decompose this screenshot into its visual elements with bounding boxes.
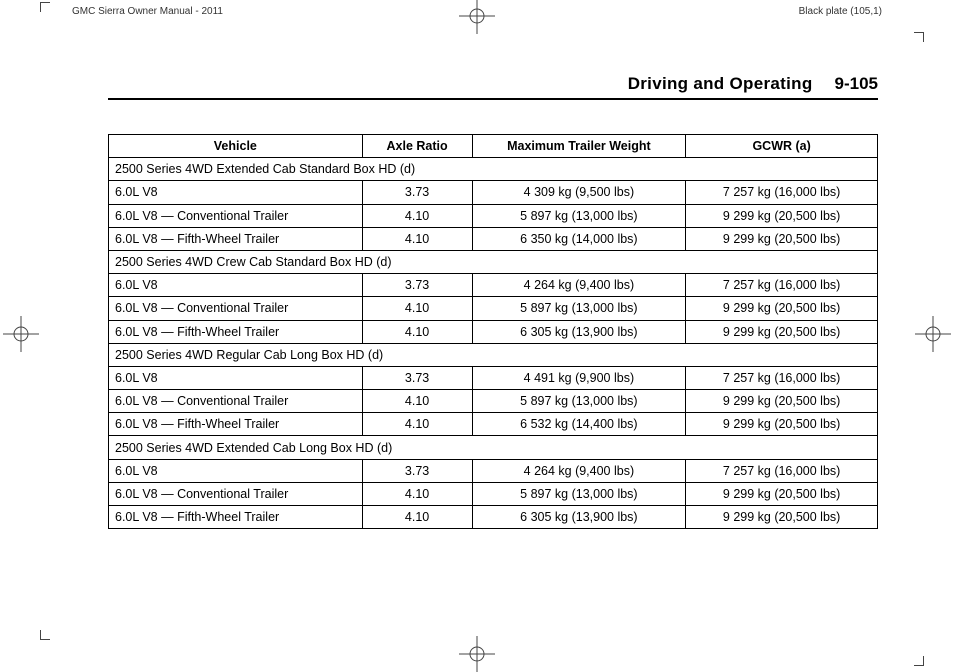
axle-ratio-cell: 3.73	[362, 181, 472, 204]
axle-ratio-cell: 4.10	[362, 506, 472, 529]
group-label: 2500 Series 4WD Extended Cab Long Box HD…	[109, 436, 878, 459]
gcwr-cell: 9 299 kg (20,500 lbs)	[686, 413, 878, 436]
axle-ratio-cell: 4.10	[362, 390, 472, 413]
gcwr-cell: 7 257 kg (16,000 lbs)	[686, 366, 878, 389]
print-header: GMC Sierra Owner Manual - 2011 Black pla…	[72, 6, 882, 17]
max-trailer-weight-cell: 6 305 kg (13,900 lbs)	[472, 320, 686, 343]
axle-ratio-cell: 3.73	[362, 459, 472, 482]
crop-mark-icon	[914, 656, 924, 666]
page-content: Driving and Operating 9-105 Vehicle Axle…	[108, 74, 878, 529]
table-group-row: 2500 Series 4WD Crew Cab Standard Box HD…	[109, 250, 878, 273]
max-trailer-weight-cell: 4 264 kg (9,400 lbs)	[472, 274, 686, 297]
table-group-row: 2500 Series 4WD Extended Cab Standard Bo…	[109, 158, 878, 181]
registration-mark-icon	[459, 636, 495, 672]
table-group-row: 2500 Series 4WD Regular Cab Long Box HD …	[109, 343, 878, 366]
max-trailer-weight-cell: 5 897 kg (13,000 lbs)	[472, 482, 686, 505]
table-row: 6.0L V8 — Conventional Trailer4.105 897 …	[109, 482, 878, 505]
max-trailer-weight-cell: 6 350 kg (14,000 lbs)	[472, 227, 686, 250]
vehicle-cell: 6.0L V8 — Fifth-Wheel Trailer	[109, 413, 363, 436]
section-title: Driving and Operating	[628, 74, 813, 94]
table-row: 6.0L V83.734 309 kg (9,500 lbs)7 257 kg …	[109, 181, 878, 204]
page-number: 9-105	[835, 74, 878, 94]
vehicle-cell: 6.0L V8 — Conventional Trailer	[109, 204, 363, 227]
vehicle-cell: 6.0L V8 — Fifth-Wheel Trailer	[109, 320, 363, 343]
table-row: 6.0L V83.734 491 kg (9,900 lbs)7 257 kg …	[109, 366, 878, 389]
table-row: 6.0L V8 — Fifth-Wheel Trailer4.106 305 k…	[109, 320, 878, 343]
col-axle-ratio: Axle Ratio	[362, 135, 472, 158]
max-trailer-weight-cell: 4 309 kg (9,500 lbs)	[472, 181, 686, 204]
gcwr-cell: 9 299 kg (20,500 lbs)	[686, 227, 878, 250]
group-label: 2500 Series 4WD Regular Cab Long Box HD …	[109, 343, 878, 366]
max-trailer-weight-cell: 4 264 kg (9,400 lbs)	[472, 459, 686, 482]
gcwr-cell: 9 299 kg (20,500 lbs)	[686, 390, 878, 413]
max-trailer-weight-cell: 5 897 kg (13,000 lbs)	[472, 390, 686, 413]
vehicle-cell: 6.0L V8 — Fifth-Wheel Trailer	[109, 227, 363, 250]
vehicle-cell: 6.0L V8	[109, 274, 363, 297]
plate-info: Black plate (105,1)	[799, 6, 882, 17]
col-max-trailer-weight: Maximum Trailer Weight	[472, 135, 686, 158]
axle-ratio-cell: 4.10	[362, 227, 472, 250]
crop-mark-icon	[40, 2, 50, 12]
group-label: 2500 Series 4WD Extended Cab Standard Bo…	[109, 158, 878, 181]
max-trailer-weight-cell: 6 532 kg (14,400 lbs)	[472, 413, 686, 436]
axle-ratio-cell: 3.73	[362, 366, 472, 389]
vehicle-cell: 6.0L V8 — Conventional Trailer	[109, 390, 363, 413]
gcwr-cell: 7 257 kg (16,000 lbs)	[686, 274, 878, 297]
axle-ratio-cell: 4.10	[362, 204, 472, 227]
gcwr-cell: 9 299 kg (20,500 lbs)	[686, 506, 878, 529]
towing-table: Vehicle Axle Ratio Maximum Trailer Weigh…	[108, 134, 878, 529]
section-header: Driving and Operating 9-105	[108, 74, 878, 100]
gcwr-cell: 9 299 kg (20,500 lbs)	[686, 320, 878, 343]
group-label: 2500 Series 4WD Crew Cab Standard Box HD…	[109, 250, 878, 273]
axle-ratio-cell: 4.10	[362, 320, 472, 343]
vehicle-cell: 6.0L V8	[109, 366, 363, 389]
vehicle-cell: 6.0L V8 — Fifth-Wheel Trailer	[109, 506, 363, 529]
table-row: 6.0L V83.734 264 kg (9,400 lbs)7 257 kg …	[109, 459, 878, 482]
table-row: 6.0L V83.734 264 kg (9,400 lbs)7 257 kg …	[109, 274, 878, 297]
registration-mark-icon	[3, 316, 39, 352]
gcwr-cell: 7 257 kg (16,000 lbs)	[686, 181, 878, 204]
crop-mark-icon	[40, 630, 50, 640]
col-vehicle: Vehicle	[109, 135, 363, 158]
col-gcwr: GCWR (a)	[686, 135, 878, 158]
table-row: 6.0L V8 — Fifth-Wheel Trailer4.106 532 k…	[109, 413, 878, 436]
table-row: 6.0L V8 — Conventional Trailer4.105 897 …	[109, 204, 878, 227]
registration-mark-icon	[915, 316, 951, 352]
vehicle-cell: 6.0L V8	[109, 459, 363, 482]
axle-ratio-cell: 4.10	[362, 297, 472, 320]
axle-ratio-cell: 3.73	[362, 274, 472, 297]
table-row: 6.0L V8 — Fifth-Wheel Trailer4.106 350 k…	[109, 227, 878, 250]
crop-mark-icon	[914, 32, 924, 42]
axle-ratio-cell: 4.10	[362, 482, 472, 505]
max-trailer-weight-cell: 4 491 kg (9,900 lbs)	[472, 366, 686, 389]
table-header-row: Vehicle Axle Ratio Maximum Trailer Weigh…	[109, 135, 878, 158]
vehicle-cell: 6.0L V8 — Conventional Trailer	[109, 482, 363, 505]
gcwr-cell: 9 299 kg (20,500 lbs)	[686, 482, 878, 505]
gcwr-cell: 7 257 kg (16,000 lbs)	[686, 459, 878, 482]
vehicle-cell: 6.0L V8 — Conventional Trailer	[109, 297, 363, 320]
axle-ratio-cell: 4.10	[362, 413, 472, 436]
max-trailer-weight-cell: 5 897 kg (13,000 lbs)	[472, 297, 686, 320]
table-row: 6.0L V8 — Conventional Trailer4.105 897 …	[109, 390, 878, 413]
max-trailer-weight-cell: 6 305 kg (13,900 lbs)	[472, 506, 686, 529]
table-group-row: 2500 Series 4WD Extended Cab Long Box HD…	[109, 436, 878, 459]
manual-title: GMC Sierra Owner Manual - 2011	[72, 6, 223, 17]
table-row: 6.0L V8 — Fifth-Wheel Trailer4.106 305 k…	[109, 506, 878, 529]
gcwr-cell: 9 299 kg (20,500 lbs)	[686, 204, 878, 227]
max-trailer-weight-cell: 5 897 kg (13,000 lbs)	[472, 204, 686, 227]
vehicle-cell: 6.0L V8	[109, 181, 363, 204]
table-row: 6.0L V8 — Conventional Trailer4.105 897 …	[109, 297, 878, 320]
gcwr-cell: 9 299 kg (20,500 lbs)	[686, 297, 878, 320]
